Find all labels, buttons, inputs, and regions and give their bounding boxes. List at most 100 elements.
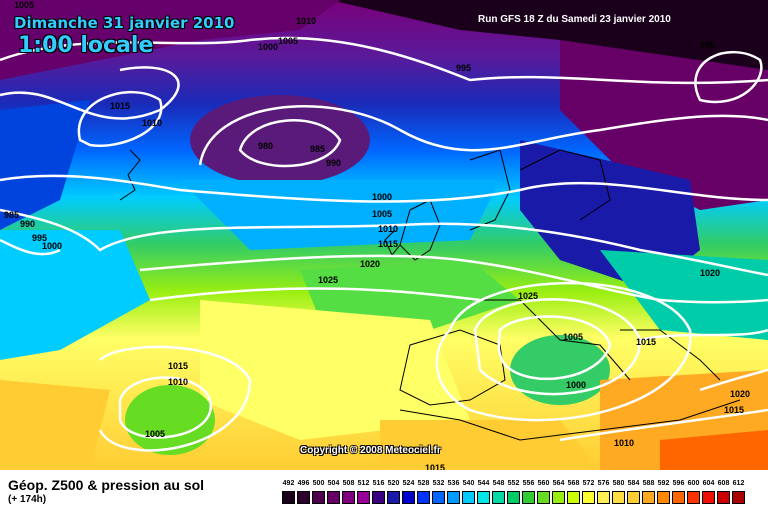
legend-swatch — [492, 491, 505, 504]
isobar-label: 1010 — [378, 224, 398, 234]
legend-value: 504 — [327, 480, 340, 487]
legend-value: 508 — [342, 480, 355, 487]
isobar-label: 990 — [700, 40, 715, 50]
legend-swatch — [432, 491, 445, 504]
legend-value: 600 — [687, 480, 700, 487]
isobar-label: 995 — [456, 63, 471, 73]
legend-value: 500 — [312, 480, 325, 487]
isobar-label: 1025 — [318, 275, 338, 285]
legend-value: 496 — [297, 480, 310, 487]
isobar-label: 1005 — [372, 209, 392, 219]
isobar-label: 1015 — [636, 337, 656, 347]
isobar-label: 1000 — [566, 380, 586, 390]
legend-swatch — [357, 491, 370, 504]
legend-value: 516 — [372, 480, 385, 487]
isobar-label: 1005 — [14, 0, 34, 10]
legend-value: 604 — [702, 480, 715, 487]
legend-value: 520 — [387, 480, 400, 487]
isobar-label: 1000 — [42, 241, 62, 251]
isobar-label: 1000 — [258, 42, 278, 52]
legend-swatch — [612, 491, 625, 504]
legend-swatch — [402, 491, 415, 504]
isobar-label: 1015 — [378, 239, 398, 249]
height-fields — [0, 0, 768, 470]
isobar-label: 1010 — [142, 118, 162, 128]
isobar-label: 1010 — [296, 16, 316, 26]
legend-swatch — [447, 491, 460, 504]
isobar-label: 980 — [258, 141, 273, 151]
legend-swatch — [657, 491, 670, 504]
isobar-label: 990 — [20, 219, 35, 229]
map-title: Géop. Z500 & pression au sol — [8, 477, 205, 493]
legend-swatch — [342, 491, 355, 504]
legend-swatch — [627, 491, 640, 504]
legend-swatch — [522, 491, 535, 504]
legend-swatch — [387, 491, 400, 504]
copyright: Copyright © 2008 Meteociel.fr — [300, 445, 441, 456]
isobar-labels: 1005 1010 1005 1000 995 1015 1010 990 98… — [4, 0, 750, 470]
isobar-label: 1005 — [145, 429, 165, 439]
isobar-label: 1005 — [563, 332, 583, 342]
isobar-label: 985 — [310, 144, 325, 154]
legend-value: 512 — [357, 480, 370, 487]
color-scale-legend: 492 496 500 504 508 512 516 520 524 528 532 536 540 5… — [282, 480, 752, 510]
isobar-label: 1015 — [168, 361, 188, 371]
isobars — [0, 36, 768, 452]
legend-swatch — [582, 491, 595, 504]
isobar-label: 1020 — [700, 268, 720, 278]
legend-value: 560 — [537, 480, 550, 487]
legend-value: 576 — [597, 480, 610, 487]
isobar-label: 1010 — [614, 438, 634, 448]
legend-value: 584 — [627, 480, 640, 487]
legend-value: 592 — [657, 480, 670, 487]
legend-swatch — [552, 491, 565, 504]
geopotential-map: 1005 1010 1005 1000 995 1015 1010 990 98… — [0, 0, 768, 470]
legend-swatch — [717, 491, 730, 504]
legend-swatch — [327, 491, 340, 504]
model-run-info: Run GFS 18 Z du Samedi 23 janvier 2010 — [478, 14, 671, 25]
forecast-date: Dimanche 31 janvier 2010 — [14, 14, 235, 32]
legend-swatch — [642, 491, 655, 504]
legend-swatch — [282, 491, 295, 504]
footer-bar: Géop. Z500 & pression au sol (+ 174h) 49… — [0, 470, 768, 512]
legend-value: 528 — [417, 480, 430, 487]
legend-swatch — [312, 491, 325, 504]
legend-swatch — [597, 491, 610, 504]
isobar-label: 1020 — [360, 259, 380, 269]
legend-swatch — [297, 491, 310, 504]
legend-swatch — [417, 491, 430, 504]
legend-value: 572 — [582, 480, 595, 487]
forecast-offset: (+ 174h) — [8, 494, 47, 505]
isobar-label: 1010 — [168, 377, 188, 387]
legend-swatch — [567, 491, 580, 504]
legend-value: 540 — [462, 480, 475, 487]
isobar-label: 990 — [326, 158, 341, 168]
isobar-label: 985 — [4, 210, 19, 220]
legend-swatch — [702, 491, 715, 504]
isobar-label: 1020 — [730, 389, 750, 399]
legend-value: 564 — [552, 480, 565, 487]
legend-value: 608 — [717, 480, 730, 487]
legend-value: 536 — [447, 480, 460, 487]
legend-swatch — [477, 491, 490, 504]
legend-swatch — [372, 491, 385, 504]
legend-swatch — [537, 491, 550, 504]
isobar-label: 1000 — [372, 192, 392, 202]
legend-value: 492 — [282, 480, 295, 487]
isobar-label: 1025 — [518, 291, 538, 301]
legend-value: 612 — [732, 480, 745, 487]
legend-value: 556 — [522, 480, 535, 487]
legend-value: 588 — [642, 480, 655, 487]
legend-value: 568 — [567, 480, 580, 487]
legend-value: 596 — [672, 480, 685, 487]
legend-swatch — [687, 491, 700, 504]
legend-swatch — [507, 491, 520, 504]
legend-value: 532 — [432, 480, 445, 487]
legend-value: 544 — [477, 480, 490, 487]
legend-value: 580 — [612, 480, 625, 487]
isobar-label: 1015 — [425, 463, 445, 470]
legend-value: 548 — [492, 480, 505, 487]
legend-swatch — [672, 491, 685, 504]
legend-value: 524 — [402, 480, 415, 487]
